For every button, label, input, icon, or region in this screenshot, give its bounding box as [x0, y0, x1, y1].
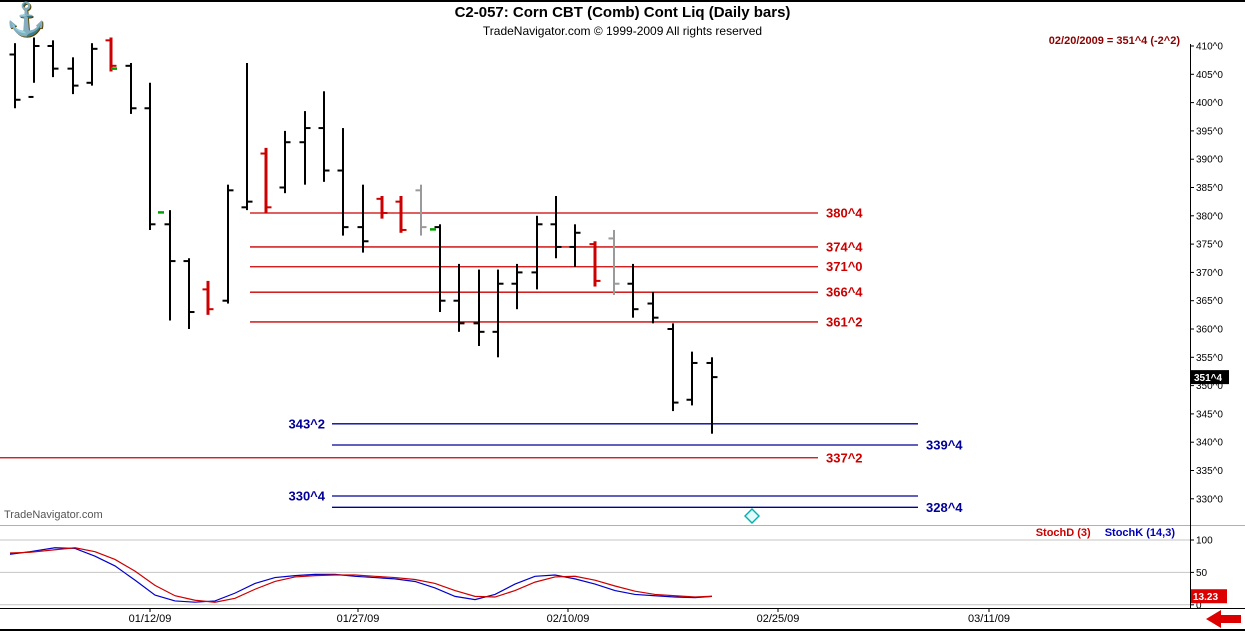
price-axis-label: 350^0	[1196, 381, 1223, 392]
stochastic-legend: StochD (3) StochK (14,3)	[1036, 527, 1175, 539]
resistance-level-label: 374^4	[826, 239, 863, 254]
stoch-axis-label: 50	[1196, 568, 1208, 579]
support-level-label: 339^4	[926, 438, 963, 453]
window-border-top	[0, 0, 1245, 2]
price-axis-label: 330^0	[1196, 494, 1223, 505]
scroll-left-arrow[interactable]	[1206, 610, 1241, 628]
resistance-level-label: 380^4	[826, 205, 863, 220]
stochd-legend-label: StochD (3)	[1035, 527, 1091, 539]
resistance-level-label: 371^0	[826, 259, 863, 274]
resistance-level-label: 366^4	[826, 285, 863, 300]
stoch-axis-label: 0	[1196, 600, 1202, 611]
date-label: 01/27/09	[337, 613, 380, 625]
last-quote-readout: 02/20/2009 = 351^4 (-2^2)	[1048, 35, 1180, 47]
date-label: 02/10/09	[547, 613, 590, 625]
resistance-level-label: 361^2	[826, 314, 863, 329]
price-axis-label: 380^0	[1196, 211, 1223, 222]
price-axis-label: 385^0	[1196, 183, 1223, 194]
price-axis-label: 335^0	[1196, 466, 1223, 477]
trade-navigator-logo-icon: ⚓	[6, 1, 46, 37]
price-axis-label: 410^0	[1196, 42, 1223, 53]
support-level-label: 328^4	[926, 500, 963, 515]
price-axis-label: 375^0	[1196, 240, 1223, 251]
chart-marker-diamond[interactable]	[744, 508, 760, 524]
watermark-text: TradeNavigator.com	[4, 509, 103, 521]
price-axis-label: 360^0	[1196, 325, 1223, 336]
price-axis-label: 390^0	[1196, 155, 1223, 166]
stochk-legend-label: StochK (14,3)	[1104, 527, 1175, 539]
window-border-bottom	[0, 629, 1245, 631]
chart-subtitle: TradeNavigator.com © 1999-2009 All right…	[482, 24, 763, 38]
date-label: 01/12/09	[129, 613, 172, 625]
price-axis-label: 355^0	[1196, 353, 1223, 364]
price-axis-label: 405^0	[1196, 70, 1223, 81]
support-level-label: 343^2	[288, 416, 325, 431]
date-axis-line	[0, 608, 1245, 609]
stochk-line	[9, 547, 713, 603]
stochd-line	[9, 547, 713, 603]
stoch-value-badge	[1191, 589, 1227, 604]
pane-separator	[0, 525, 1245, 526]
last-price-badge	[1191, 370, 1229, 385]
stoch-value-badge-text: 13.23	[1193, 592, 1218, 603]
support-level-label: 330^4	[288, 488, 325, 503]
chart-title: C2-057: Corn CBT (Comb) Cont Liq (Daily …	[454, 4, 791, 21]
price-axis-label: 370^0	[1196, 268, 1223, 279]
resistance-level-label: 337^2	[826, 450, 863, 465]
price-axis-label: 340^0	[1196, 438, 1223, 449]
date-label: 03/11/09	[968, 613, 1010, 625]
date-label: 02/25/09	[757, 613, 800, 625]
price-axis-line	[1190, 44, 1191, 609]
price-axis-label: 400^0	[1196, 98, 1223, 109]
stoch-axis-label: 100	[1196, 536, 1213, 547]
price-axis-label: 365^0	[1196, 296, 1223, 307]
last-price-badge-text: 351^4	[1194, 373, 1223, 384]
price-axis-label: 345^0	[1196, 409, 1223, 420]
price-axis-label: 395^0	[1196, 126, 1223, 137]
